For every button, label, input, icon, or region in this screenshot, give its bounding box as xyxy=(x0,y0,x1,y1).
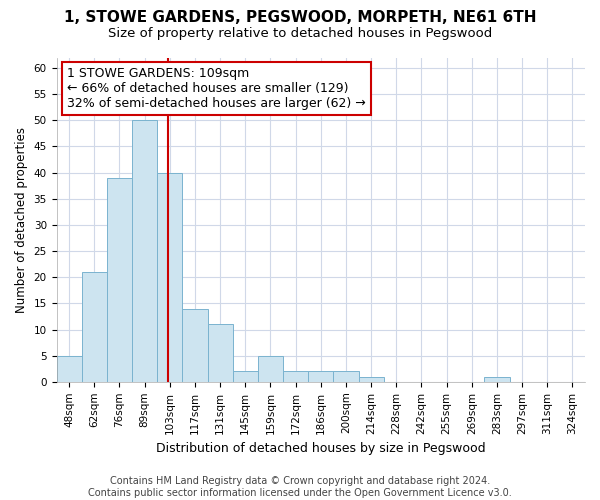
Bar xyxy=(132,120,157,382)
Text: Size of property relative to detached houses in Pegswood: Size of property relative to detached ho… xyxy=(108,28,492,40)
X-axis label: Distribution of detached houses by size in Pegswood: Distribution of detached houses by size … xyxy=(156,442,485,455)
Bar xyxy=(258,356,283,382)
Bar xyxy=(334,372,359,382)
Bar xyxy=(208,324,233,382)
Text: Contains HM Land Registry data © Crown copyright and database right 2024.
Contai: Contains HM Land Registry data © Crown c… xyxy=(88,476,512,498)
Bar xyxy=(233,372,258,382)
Bar xyxy=(56,356,82,382)
Text: 1 STOWE GARDENS: 109sqm
← 66% of detached houses are smaller (129)
32% of semi-d: 1 STOWE GARDENS: 109sqm ← 66% of detache… xyxy=(67,67,366,110)
Text: 1, STOWE GARDENS, PEGSWOOD, MORPETH, NE61 6TH: 1, STOWE GARDENS, PEGSWOOD, MORPETH, NE6… xyxy=(64,10,536,25)
Bar xyxy=(157,172,182,382)
Bar xyxy=(308,372,334,382)
Bar xyxy=(359,376,383,382)
Bar xyxy=(107,178,132,382)
Y-axis label: Number of detached properties: Number of detached properties xyxy=(15,126,28,312)
Bar xyxy=(484,376,509,382)
Bar xyxy=(283,372,308,382)
Bar xyxy=(82,272,107,382)
Bar xyxy=(182,308,208,382)
